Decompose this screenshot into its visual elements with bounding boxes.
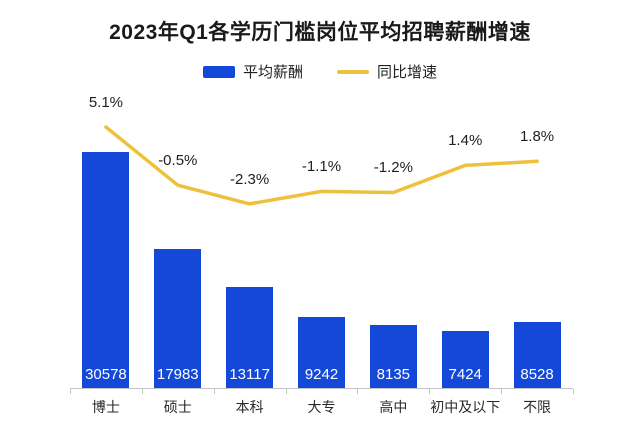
bar-硕士 bbox=[154, 248, 202, 388]
bar-value-label: 13117 bbox=[229, 366, 270, 383]
bar-value-label: 7424 bbox=[448, 366, 482, 383]
x-axis-category-label: 高中 bbox=[379, 399, 408, 415]
growth-pct-label: 1.8% bbox=[519, 128, 555, 146]
x-axis-line bbox=[70, 388, 573, 389]
growth-pct-label: 1.4% bbox=[448, 132, 483, 150]
legend-label-yoy-growth: 同比增速 bbox=[377, 64, 438, 81]
bar-初中及以下 bbox=[441, 330, 489, 388]
yoy-growth-polyline bbox=[104, 125, 539, 206]
x-axis-category-label: 本科 bbox=[235, 399, 264, 415]
x-axis-category-label: 初中及以下 bbox=[430, 399, 501, 415]
bar-大专 bbox=[298, 316, 345, 388]
bar-value-label: 30578 bbox=[85, 366, 127, 383]
bar-value-label: 9242 bbox=[304, 366, 339, 383]
x-axis-category-label: 不限 bbox=[523, 399, 552, 415]
x-axis-category-label: 大专 bbox=[307, 399, 336, 415]
growth-pct-label: -2.3% bbox=[230, 170, 270, 188]
bar-swatch-icon bbox=[202, 65, 235, 78]
x-axis-tick bbox=[213, 389, 215, 394]
legend-item-yoy-growth[interactable]: 同比增速 bbox=[337, 61, 437, 82]
bar-高中 bbox=[369, 325, 417, 388]
bar-value-label: 8135 bbox=[376, 366, 411, 383]
x-axis-tick bbox=[429, 389, 431, 394]
bar-value-label: 8528 bbox=[520, 366, 554, 383]
x-axis-tick bbox=[141, 389, 143, 394]
x-axis-category-label: 博士 bbox=[91, 399, 120, 415]
chart-title: 2023年Q1各学历门槛岗位平均招聘薪酬增速 bbox=[109, 21, 531, 44]
legend-label-average-salary: 平均薪酬 bbox=[242, 64, 303, 81]
legend-item-average-salary[interactable]: 平均薪酬 bbox=[202, 61, 303, 82]
bar-本科 bbox=[226, 286, 274, 388]
bar-博士 bbox=[82, 151, 130, 388]
line-swatch-icon bbox=[337, 69, 369, 74]
bar-value-label: 17983 bbox=[156, 366, 199, 383]
x-axis-tick bbox=[501, 389, 503, 394]
legend: 平均薪酬 同比增速 bbox=[0, 61, 640, 82]
x-axis-tick bbox=[573, 389, 574, 394]
x-axis-tick bbox=[357, 389, 359, 394]
growth-pct-label: -1.1% bbox=[301, 158, 342, 176]
bar-不限 bbox=[513, 322, 561, 388]
growth-pct-label: 5.1% bbox=[88, 93, 124, 111]
x-axis-category-label: 硕士 bbox=[163, 399, 192, 415]
growth-pct-label: -0.5% bbox=[158, 152, 198, 170]
x-axis-tick bbox=[285, 389, 287, 394]
growth-pct-label: -1.2% bbox=[373, 159, 413, 177]
x-axis-tick bbox=[70, 389, 71, 394]
